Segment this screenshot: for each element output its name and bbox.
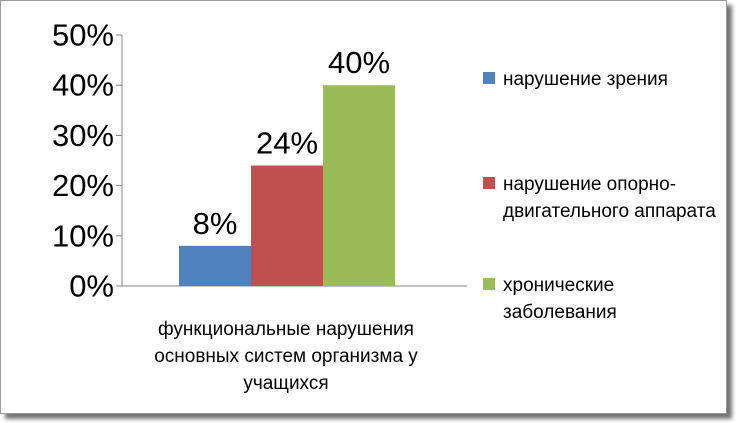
y-tick-label: 50% bbox=[52, 18, 114, 53]
data-label: 24% bbox=[256, 126, 318, 161]
data-label: 40% bbox=[328, 45, 390, 80]
legend-swatch-chronic bbox=[483, 278, 495, 290]
data-label: 8% bbox=[193, 206, 238, 241]
bar bbox=[251, 165, 323, 286]
legend-label-musculoskeletal: нарушение опорно-двигательного аппарата bbox=[503, 174, 716, 222]
y-tick-label: 10% bbox=[52, 218, 114, 253]
y-tick-label: 0% bbox=[69, 269, 114, 304]
legend-label-chronic: хронические заболевания bbox=[503, 275, 617, 323]
bar bbox=[179, 245, 251, 286]
y-tick-label: 30% bbox=[52, 118, 114, 153]
y-tick-label: 20% bbox=[52, 168, 114, 203]
bar bbox=[323, 85, 395, 286]
legend-label-vision: нарушение зрения bbox=[503, 69, 668, 90]
y-tick-label: 40% bbox=[52, 68, 114, 103]
legend-swatch-vision bbox=[483, 72, 495, 84]
legend-swatch-musculoskeletal bbox=[483, 177, 495, 189]
x-category-label: функциональные нарушения основных систем… bbox=[154, 319, 418, 394]
